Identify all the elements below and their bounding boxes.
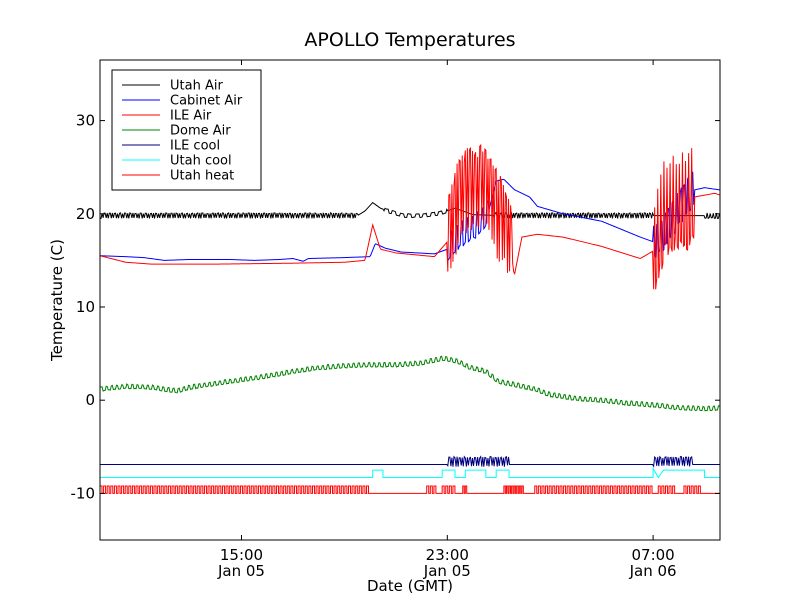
legend-label: Utah heat — [170, 169, 234, 184]
legend-entry-utah-heat: Utah heat — [122, 169, 234, 184]
legend-entry-utah-air: Utah Air — [122, 79, 223, 94]
plot-frame — [99, 59, 721, 541]
series-utah-cool — [100, 467, 720, 479]
series-line-cabinet-air — [100, 171, 720, 263]
x-tick-date: Jan 06 — [629, 562, 677, 580]
series-ile-cool — [100, 455, 720, 468]
series-line-ile-air — [100, 143, 720, 290]
y-axis-label: Temperature (C) — [48, 239, 66, 362]
series-line-ile-cool — [100, 455, 720, 468]
chart-title: APOLLO Temperatures — [304, 29, 515, 51]
x-tick-date: Jan 05 — [217, 562, 265, 580]
legend-entry-dome-air: Dome Air — [122, 124, 231, 139]
series-utah-air — [100, 201, 720, 220]
y-tick-label: 10 — [76, 298, 95, 316]
x-tick-label: 23:00 — [426, 546, 469, 564]
y-axis: -10 0 10 20 30 — [71, 112, 720, 502]
legend-entry-utah-cool: Utah cool — [122, 154, 232, 169]
series-layer — [100, 143, 720, 494]
y-tick-label: -10 — [71, 484, 96, 502]
legend-entry-ile-air: ILE Air — [122, 109, 212, 124]
legend-label: Utah cool — [170, 154, 232, 169]
series-line-utah-air — [100, 201, 720, 220]
x-axis-label: Date (GMT) — [367, 577, 453, 595]
x-tick-label: 07:00 — [631, 546, 674, 564]
series-line-utah-cool — [100, 467, 720, 479]
legend-label: ILE Air — [170, 109, 212, 124]
legend-label: Dome Air — [170, 124, 231, 139]
series-dome-air — [100, 355, 720, 412]
legend-label: Cabinet Air — [170, 94, 243, 109]
series-line-dome-air — [100, 355, 720, 412]
series-ile-air — [100, 143, 720, 290]
x-tick-date: Jan 05 — [423, 562, 471, 580]
legend-entry-cabinet-air: Cabinet Air — [122, 94, 243, 109]
legend-label: ILE cool — [170, 139, 220, 154]
x-tick-label: 15:00 — [220, 546, 263, 564]
legend-label: Utah Air — [170, 79, 223, 94]
y-tick-label: 30 — [76, 112, 95, 130]
series-cabinet-air — [100, 171, 720, 263]
y-tick-label: 20 — [76, 205, 95, 223]
series-utah-heat — [100, 485, 720, 494]
series-line-utah-heat — [100, 485, 720, 494]
y-tick-label: 0 — [85, 391, 95, 409]
legend-entry-ile-cool: ILE cool — [122, 139, 220, 154]
